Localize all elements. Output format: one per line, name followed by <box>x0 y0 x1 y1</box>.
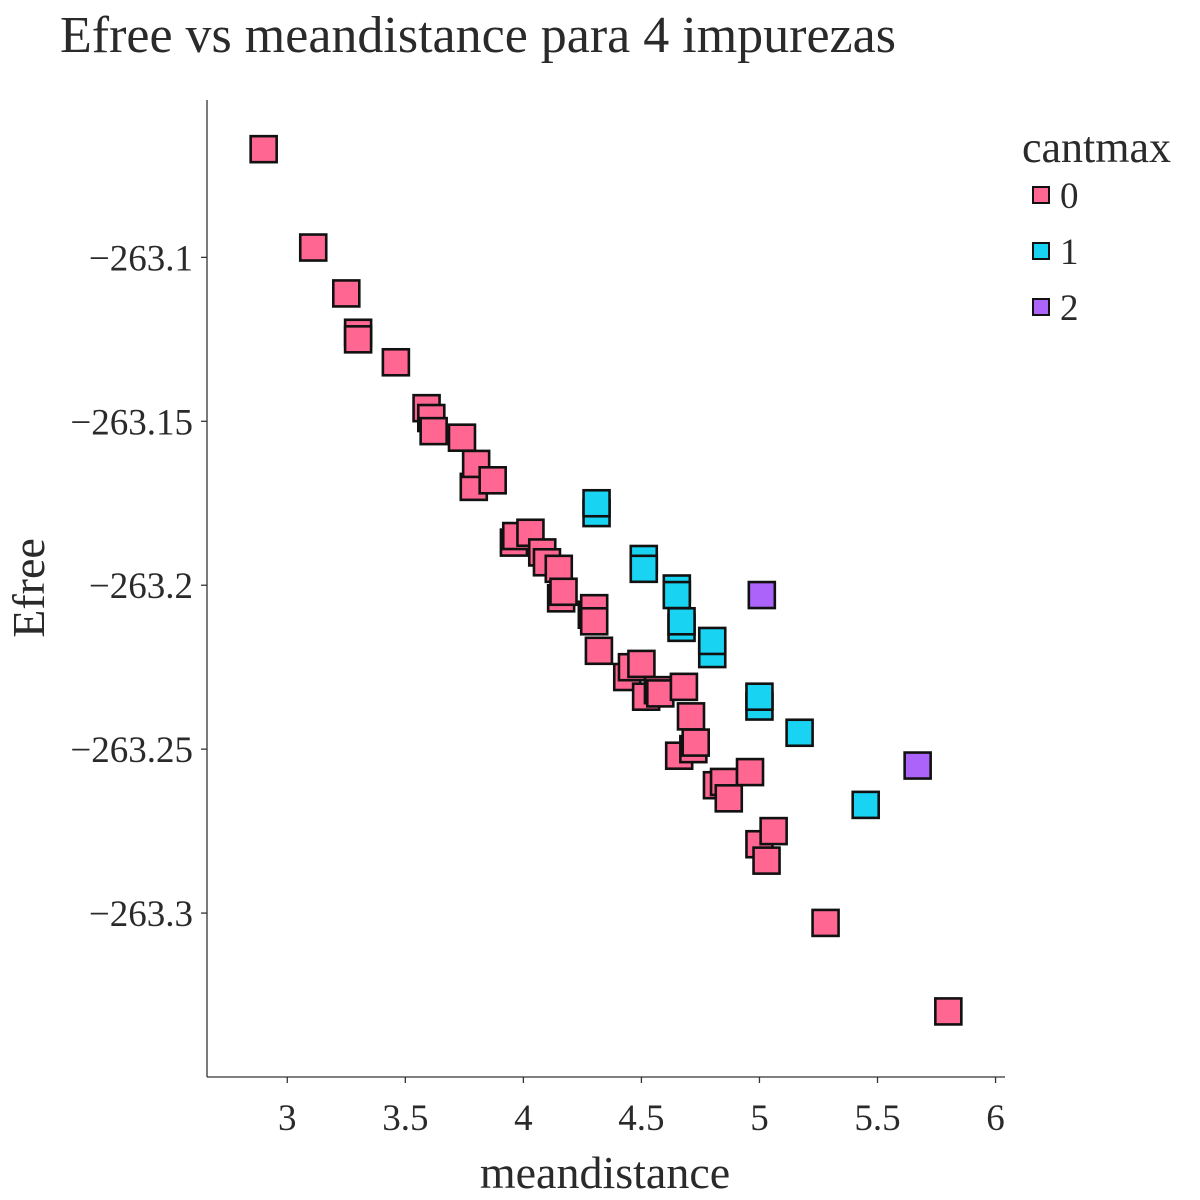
x-tick-label: 4.5 <box>618 1098 664 1139</box>
legend-swatch-1 <box>1032 242 1050 260</box>
y-axis-label: Efree <box>3 538 54 638</box>
data-point-series-0 <box>681 728 711 757</box>
y-tick-label: −263.15 <box>70 402 193 443</box>
data-point-series-0 <box>759 816 788 846</box>
data-point-series-1 <box>745 682 774 711</box>
data-point-series-0 <box>676 702 706 731</box>
x-tick-label: 5 <box>750 1098 769 1139</box>
data-point-series-1 <box>785 718 814 748</box>
y-tick-label: −263.3 <box>89 894 193 935</box>
data-point-series-0 <box>752 846 781 875</box>
data-point-series-0 <box>298 233 328 262</box>
data-point-series-0 <box>579 606 609 636</box>
y-tick-label: −263.25 <box>70 730 193 771</box>
data-point-series-0 <box>549 577 578 607</box>
data-point-series-0 <box>646 679 675 708</box>
data-point-series-0 <box>627 649 656 679</box>
data-point-series-2 <box>903 751 932 780</box>
data-point-series-0 <box>419 416 448 446</box>
data-point-series-1 <box>582 488 611 518</box>
data-point-series-1 <box>697 626 727 656</box>
x-tick-label: 6 <box>986 1098 1005 1139</box>
data-point-series-0 <box>811 908 840 938</box>
chart-title: Efree vs meandistance para 4 impurezas <box>60 7 896 64</box>
data-points <box>249 134 963 1026</box>
legend-title: cantmax <box>1022 123 1171 172</box>
y-ticks: −263.1 −263.15 −263.2 −263.25 −263.3 <box>70 238 207 935</box>
legend-label-1: 1 <box>1060 232 1079 273</box>
data-point-series-2 <box>747 580 777 610</box>
data-point-series-0 <box>934 997 963 1026</box>
data-point-series-1 <box>667 606 696 636</box>
x-tick-label: 3.5 <box>382 1098 428 1139</box>
data-point-series-1 <box>851 790 881 820</box>
data-point-series-0 <box>447 423 477 452</box>
legend-label-2: 2 <box>1060 288 1079 329</box>
y-tick-label: −263.2 <box>89 566 193 607</box>
x-tick-label: 5.5 <box>854 1098 900 1139</box>
legend: cantmax 0 1 2 <box>1022 123 1171 329</box>
x-tick-label: 3 <box>278 1098 297 1139</box>
legend-swatch-2 <box>1032 298 1050 316</box>
data-point-series-0 <box>584 636 614 666</box>
data-point-series-0 <box>714 784 744 813</box>
x-tick-label: 4 <box>514 1098 533 1139</box>
data-point-series-0 <box>478 466 507 495</box>
data-point-series-0 <box>331 279 361 308</box>
data-point-series-0 <box>669 672 699 702</box>
data-point-series-0 <box>249 134 278 164</box>
x-ticks: 3 3.5 4 4.5 5 5.5 6 <box>278 1077 1005 1139</box>
data-point-series-1 <box>629 554 659 584</box>
data-point-series-0 <box>735 757 765 787</box>
legend-swatch-0 <box>1032 186 1050 204</box>
y-tick-label: −263.1 <box>89 238 193 279</box>
data-point-series-1 <box>662 580 692 610</box>
data-point-series-0 <box>461 449 491 479</box>
data-point-series-0 <box>343 325 373 354</box>
data-point-series-0 <box>381 347 411 377</box>
x-axis-label: meandistance <box>480 1147 730 1198</box>
legend-label-0: 0 <box>1060 176 1079 217</box>
